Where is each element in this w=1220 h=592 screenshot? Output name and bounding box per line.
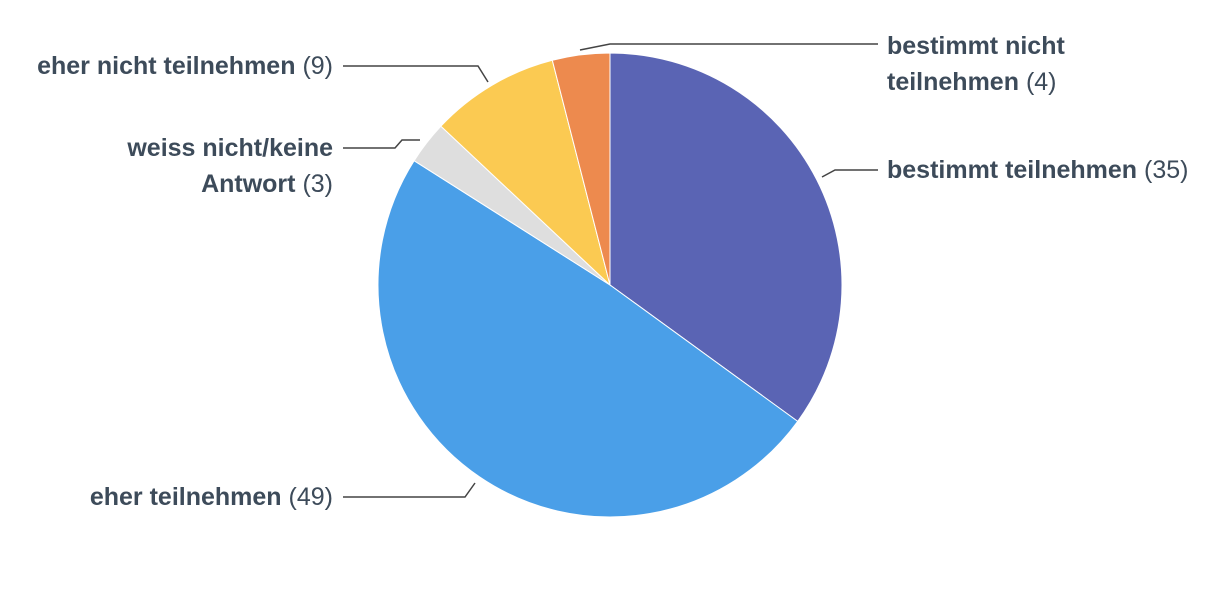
leader-line [343,482,476,498]
pie-slice [551,52,611,286]
slice-label: bestimmt teilnehmen (35) [887,152,1207,188]
value-label: (35) [1144,156,1189,184]
value-label: (4) [1025,68,1057,96]
slice-label: bestimmt nicht teilnehmen (4) [887,28,1107,100]
leader-line [343,65,489,83]
slice-label: eher teilnehmen (49) [13,479,333,515]
value-label: (49) [288,483,333,511]
category-label: eher nicht teilnehmen [37,52,296,80]
slice-label: eher nicht teilnehmen (9) [23,48,333,84]
value-label: (9) [302,52,333,80]
pie-slice [440,59,611,287]
value-label: (3) [302,170,333,198]
leader-line [343,139,420,149]
pie-slice [609,52,843,423]
leader-line [579,43,878,51]
slice-label: weiss nicht/keine Antwort (3) [63,130,333,202]
category-label: bestimmt teilnehmen [887,156,1138,184]
category-label: weiss nicht/keine Antwort [127,134,333,198]
leader-line [821,169,878,178]
category-label: bestimmt nicht teilnehmen [887,32,1065,96]
pie-slice [377,159,799,518]
category-label: eher teilnehmen [89,483,282,511]
